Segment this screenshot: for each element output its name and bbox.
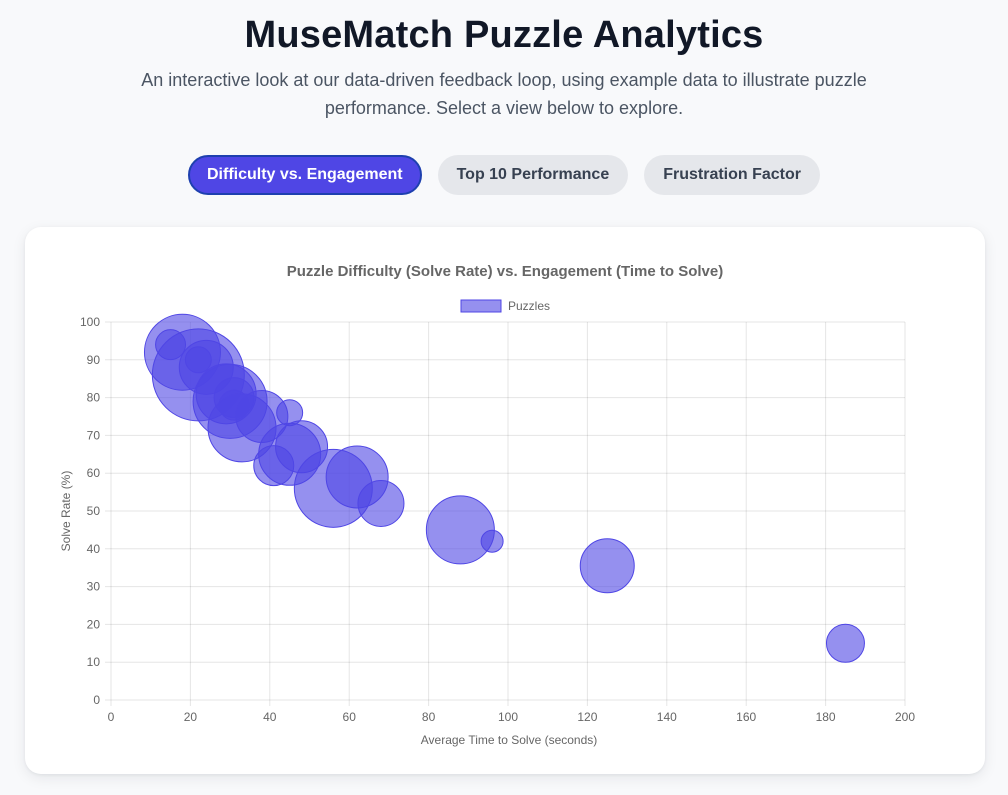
y-tick-label: 30 bbox=[87, 580, 101, 594]
y-tick-label: 50 bbox=[87, 504, 101, 518]
y-tick-label: 20 bbox=[87, 617, 101, 631]
y-tick-label: 0 bbox=[93, 693, 100, 707]
y-axis-label: Solve Rate (%) bbox=[59, 471, 73, 552]
y-tick-label: 10 bbox=[87, 655, 101, 669]
y-tick-label: 100 bbox=[80, 315, 100, 329]
chart-legend[interactable]: Puzzles bbox=[460, 299, 550, 313]
x-tick-label: 200 bbox=[895, 710, 915, 724]
puzzle-bubble[interactable] bbox=[357, 479, 405, 527]
x-tick-label: 0 bbox=[108, 710, 115, 724]
x-tick-label: 160 bbox=[736, 710, 756, 724]
y-tick-label: 70 bbox=[87, 428, 101, 442]
puzzle-bubble[interactable] bbox=[425, 495, 495, 565]
x-tick-label: 60 bbox=[343, 710, 357, 724]
y-tick-label: 90 bbox=[87, 353, 101, 367]
chart-grid bbox=[105, 321, 906, 706]
y-tick-label: 40 bbox=[87, 542, 101, 556]
tab-top-10-performance[interactable]: Top 10 Performance bbox=[437, 155, 629, 195]
x-tick-label: 100 bbox=[498, 710, 518, 724]
puzzle-bubble[interactable] bbox=[184, 346, 212, 374]
x-tick-label: 120 bbox=[577, 710, 597, 724]
tab-difficulty-vs-engagement[interactable]: Difficulty vs. Engagement bbox=[187, 155, 422, 195]
chart-axes: 0 20 40 60 80 100 120 140 160 180 200 0 10 20 30 40 50 60… bbox=[80, 315, 915, 724]
y-tick-label: 60 bbox=[87, 466, 101, 480]
page-title: MuseMatch Puzzle Analytics bbox=[244, 14, 764, 56]
legend-swatch bbox=[460, 299, 502, 313]
x-axis-label: Average Time to Solve (seconds) bbox=[421, 733, 598, 747]
puzzle-bubble[interactable] bbox=[825, 623, 865, 663]
x-tick-label: 20 bbox=[184, 710, 198, 724]
view-tabs: Difficulty vs. Engagement Top 10 Perform… bbox=[0, 155, 1008, 195]
x-tick-label: 80 bbox=[422, 710, 436, 724]
page-subtitle: An interactive look at our data-driven f… bbox=[141, 70, 867, 118]
legend-label: Puzzles bbox=[508, 299, 550, 313]
x-tick-label: 180 bbox=[816, 710, 836, 724]
chart-card: 0 20 40 60 80 100 120 140 160 180 200 0 10 20 30 40 50 60… bbox=[25, 227, 985, 774]
bubble-chart[interactable]: 0 20 40 60 80 100 120 140 160 180 200 0 10 20 30 40 50 60… bbox=[25, 227, 985, 774]
puzzle-bubble[interactable] bbox=[579, 538, 635, 594]
y-tick-label: 80 bbox=[87, 391, 101, 405]
puzzle-bubble[interactable] bbox=[480, 529, 504, 553]
x-tick-label: 140 bbox=[657, 710, 677, 724]
tab-frustration-factor[interactable]: Frustration Factor bbox=[644, 155, 821, 195]
x-tick-label: 40 bbox=[263, 710, 277, 724]
chart-title: Puzzle Difficulty (Solve Rate) vs. Engag… bbox=[287, 263, 723, 280]
chart-bubbles bbox=[143, 313, 865, 663]
